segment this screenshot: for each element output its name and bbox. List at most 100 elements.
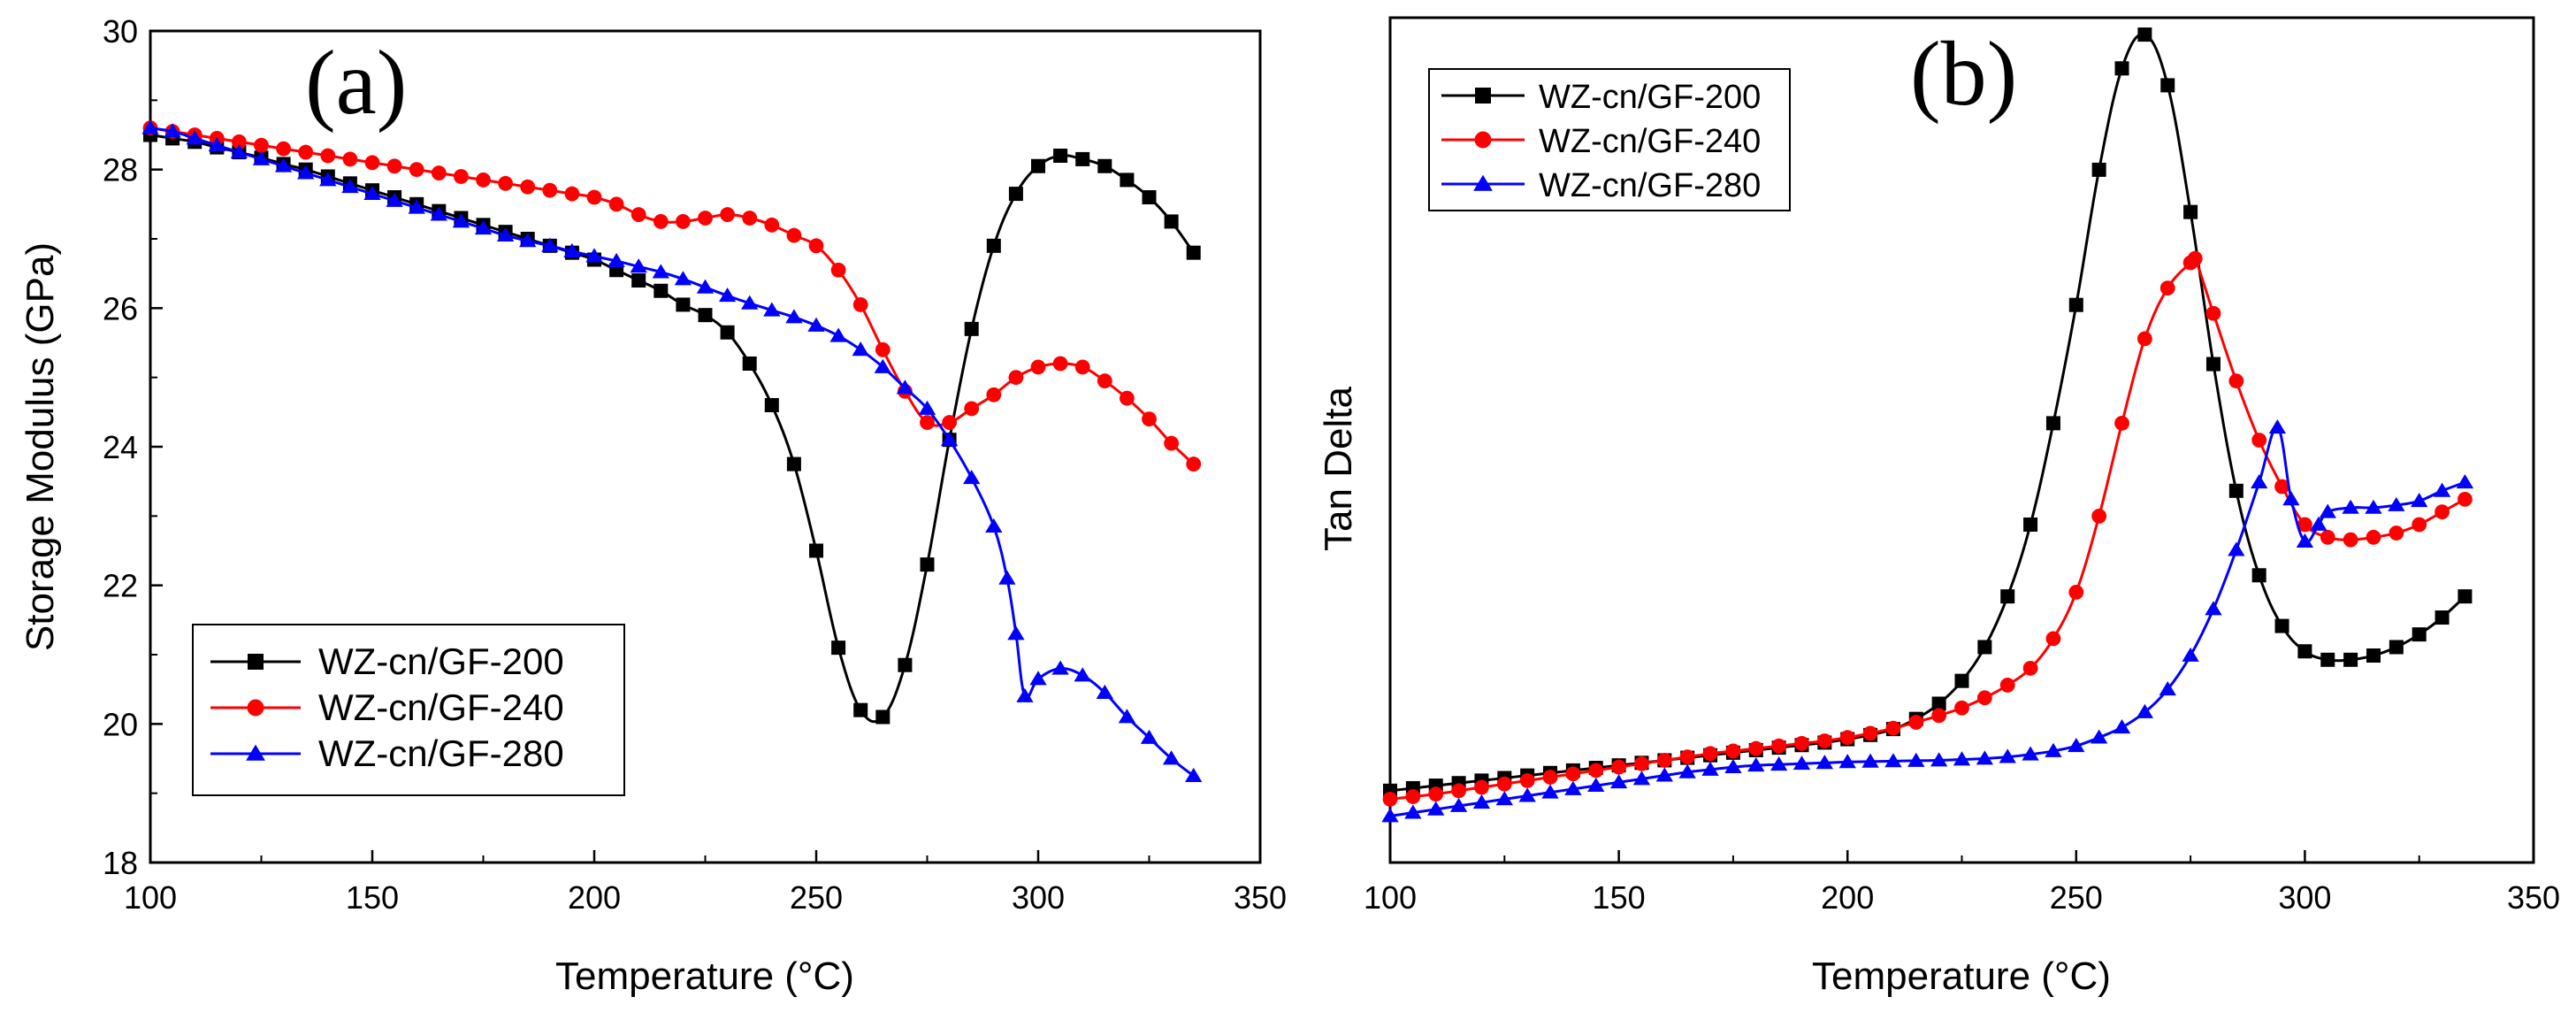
- data-point: [298, 144, 314, 160]
- data-point: [2310, 516, 2328, 531]
- data-point: [2091, 729, 2108, 744]
- data-point: [2435, 504, 2450, 520]
- data-point: [496, 226, 515, 242]
- data-point: [786, 227, 802, 243]
- data-point: [1861, 753, 1879, 768]
- data-point: [809, 543, 823, 558]
- data-point: [1930, 752, 1948, 767]
- data-point: [1976, 690, 1992, 706]
- data-point: [1074, 667, 1091, 682]
- data-point: [676, 297, 691, 312]
- data-point: [630, 258, 647, 273]
- data-point: [2113, 719, 2131, 734]
- data-point: [2068, 738, 2085, 753]
- data-point: [785, 309, 803, 324]
- data-point: [875, 709, 891, 725]
- panel-label-b: (b): [1910, 23, 2017, 125]
- data-point: [520, 179, 536, 195]
- data-point: [986, 387, 1002, 403]
- data-point: [542, 182, 558, 198]
- data-point: [1747, 756, 1765, 772]
- panel-label-a: (a): [305, 32, 407, 134]
- data-point: [1792, 755, 1811, 771]
- data-point: [940, 431, 959, 447]
- data-point: [2274, 618, 2289, 633]
- data-point: [2412, 517, 2427, 533]
- data-point: [1838, 754, 1856, 769]
- data-point: [2183, 204, 2198, 219]
- data-point: [563, 242, 581, 257]
- data-point: [829, 327, 847, 342]
- data-point: [2320, 652, 2335, 667]
- data-point: [831, 640, 846, 656]
- x-tick-label: 350: [2507, 879, 2560, 916]
- data-point: [1839, 730, 1855, 746]
- x-tick-label: 350: [1234, 879, 1287, 916]
- data-point: [986, 238, 1001, 253]
- data-point: [1931, 696, 1946, 711]
- data-point: [2136, 703, 2154, 718]
- data-point: [297, 165, 315, 180]
- data-point: [676, 214, 691, 229]
- data-point: [319, 172, 337, 187]
- y-tick-label: 24: [103, 429, 138, 465]
- data-point: [1931, 708, 1947, 724]
- data-point: [1862, 725, 1878, 741]
- data-point: [608, 252, 625, 267]
- data-point: [742, 211, 758, 226]
- data-point: [631, 273, 646, 288]
- data-point: [586, 189, 602, 205]
- data-point: [1588, 763, 1604, 778]
- data-point: [1118, 709, 1136, 724]
- data-point: [1748, 740, 1764, 756]
- data-point: [2412, 627, 2427, 642]
- data-point: [1655, 767, 1673, 782]
- y-tick-label: 26: [103, 290, 138, 326]
- x-axis-title-a: Temperature (°C): [555, 955, 854, 998]
- data-point: [964, 321, 979, 336]
- data-point: [386, 192, 403, 207]
- data-point: [1474, 779, 1489, 795]
- data-point: [1701, 761, 1719, 776]
- data-point: [1634, 755, 1649, 771]
- data-point: [2045, 742, 2062, 757]
- data-point: [918, 400, 936, 415]
- data-point: [696, 279, 715, 294]
- data-point: [2366, 529, 2381, 545]
- data-point: [1162, 750, 1181, 765]
- legend-label: WZ-cn/GF-240: [318, 686, 564, 728]
- data-point: [2296, 533, 2314, 548]
- data-point: [942, 415, 957, 430]
- data-point: [1519, 772, 1535, 788]
- data-point: [674, 271, 692, 286]
- legend-marker: [1474, 131, 1492, 149]
- data-point: [1007, 625, 1025, 640]
- data-point: [2091, 162, 2106, 177]
- data-point: [896, 380, 914, 395]
- data-point: [1976, 750, 1994, 765]
- data-point: [2159, 681, 2176, 696]
- data-point: [1816, 733, 1832, 748]
- data-point: [1609, 774, 1628, 789]
- data-point: [807, 317, 825, 332]
- data-point: [2282, 491, 2300, 506]
- data-point: [2091, 509, 2107, 524]
- data-point: [254, 137, 269, 153]
- data-point: [1679, 749, 1695, 765]
- data-point: [1678, 763, 1696, 778]
- data-point: [1382, 791, 1398, 807]
- data-point: [1185, 767, 1203, 782]
- data-point: [963, 470, 981, 485]
- data-point: [852, 341, 869, 357]
- data-point: [2435, 610, 2450, 625]
- data-point: [764, 217, 780, 233]
- data-point: [1030, 359, 1046, 375]
- data-point: [1120, 390, 1135, 406]
- panel-a-storage-modulus: 100 150 200 250 300 350 18 20 22 24 26 28 30 (a) Tem…: [19, 13, 1287, 998]
- data-point: [1008, 370, 1024, 386]
- data-point: [2137, 27, 2152, 42]
- data-point: [2160, 78, 2175, 93]
- data-point: [920, 415, 935, 430]
- data-point: [1075, 151, 1090, 166]
